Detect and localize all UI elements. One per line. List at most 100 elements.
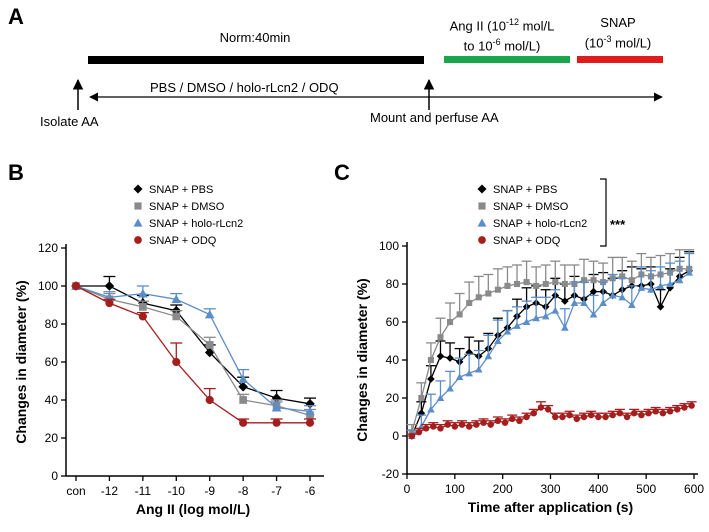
snap-label: SNAP (10-3 mol/L) xyxy=(584,15,652,51)
y-tick-label: -20 xyxy=(382,467,400,481)
y-tick-label: 100 xyxy=(38,279,58,293)
data-point xyxy=(566,411,573,419)
data-point xyxy=(427,356,434,364)
data-point xyxy=(652,408,659,415)
data-point xyxy=(513,322,521,329)
timeline-arrows xyxy=(72,78,663,110)
data-point xyxy=(587,411,595,419)
series-snap-holo-rlcn2 xyxy=(406,252,695,440)
data-point xyxy=(590,277,597,284)
data-point xyxy=(437,334,444,341)
data-point xyxy=(559,413,566,421)
legend-marker xyxy=(133,184,143,194)
legend-entry: SNAP + holo-rLcn2 xyxy=(493,218,587,230)
y-tick-label: 40 xyxy=(45,393,59,407)
data-point xyxy=(619,273,626,280)
legend-entry: SNAP + holo-rLcn2 xyxy=(149,218,243,230)
data-point xyxy=(542,280,549,288)
panel-c-letter: C xyxy=(334,160,350,185)
x-tick-label: -6 xyxy=(305,484,316,498)
y-tick-label: 100 xyxy=(379,239,399,253)
legend-marker xyxy=(134,236,142,244)
data-point xyxy=(485,290,492,297)
chart-c: -20 0 20 40 60 80 100 0 100 200 300 400 500 600 Time a… xyxy=(354,178,704,515)
data-point xyxy=(465,369,473,377)
y-axis-label: Changes in diameter (%) xyxy=(13,280,29,443)
x-tick-label: -12 xyxy=(101,484,119,498)
x-axis-label: Time after application (s) xyxy=(468,499,633,515)
data-point xyxy=(138,288,148,298)
legend-entry: SNAP + DMSO xyxy=(493,201,569,213)
data-point xyxy=(628,277,635,284)
data-point xyxy=(675,276,684,284)
x-axis-label: Ang II (log mol/L) xyxy=(136,501,250,517)
y-tick-label: 20 xyxy=(45,431,59,445)
isolate-label: Isolate AA xyxy=(40,114,99,129)
data-point xyxy=(513,280,521,288)
data-point xyxy=(205,341,214,349)
data-point xyxy=(523,413,530,421)
data-point xyxy=(674,406,681,413)
significance-label: *** xyxy=(610,217,626,232)
y-tick-label: 80 xyxy=(45,317,59,331)
data-point xyxy=(465,348,473,357)
data-point xyxy=(238,374,248,383)
x-tick-label: -9 xyxy=(204,484,215,498)
y-tick-label: 120 xyxy=(38,241,58,255)
data-point xyxy=(487,421,494,428)
data-point xyxy=(305,418,315,427)
angii-label: Ang II (10-12 mol/L to 10-6 mol/L) xyxy=(449,17,555,54)
data-point xyxy=(656,303,665,311)
data-point xyxy=(494,417,502,425)
angii-bar xyxy=(444,56,570,63)
data-point xyxy=(239,396,247,404)
data-point xyxy=(552,279,559,286)
data-point xyxy=(552,413,559,421)
data-point xyxy=(239,418,248,427)
data-point xyxy=(616,409,624,417)
series-snap-odq xyxy=(406,401,697,440)
data-point xyxy=(271,402,282,412)
data-point xyxy=(427,405,435,413)
data-point xyxy=(630,409,638,417)
series-line xyxy=(76,285,311,405)
data-point xyxy=(430,423,437,430)
y-tick-label: 20 xyxy=(386,391,400,405)
x-tick-label: 200 xyxy=(493,482,513,496)
panel-b-letter: B xyxy=(8,160,24,185)
legend-entry: SNAP + DMSO xyxy=(149,201,225,213)
data-point xyxy=(647,285,655,293)
data-point xyxy=(638,411,645,419)
data-point xyxy=(465,423,473,430)
data-point xyxy=(608,291,617,299)
data-point xyxy=(628,301,636,308)
data-point xyxy=(561,297,569,305)
y-tick-label: 60 xyxy=(45,355,59,369)
legend-marker xyxy=(478,202,486,210)
x-tick-label: -8 xyxy=(238,484,249,498)
data-point xyxy=(474,365,483,373)
data-point xyxy=(561,323,569,331)
data-point xyxy=(451,423,459,430)
series-line xyxy=(75,285,311,416)
data-point xyxy=(305,399,315,409)
legend-marker xyxy=(133,218,143,227)
data-point xyxy=(666,408,674,415)
data-point xyxy=(494,286,501,293)
data-point xyxy=(172,357,181,367)
data-point xyxy=(541,312,550,320)
data-point xyxy=(570,299,579,307)
legend-entry: SNAP + ODQ xyxy=(149,235,217,247)
data-point xyxy=(484,352,493,360)
data-point xyxy=(595,413,602,421)
significance-bracket xyxy=(600,178,607,247)
data-point xyxy=(561,280,568,288)
data-point xyxy=(503,327,512,335)
data-point xyxy=(138,312,147,321)
data-point xyxy=(475,294,482,301)
data-point xyxy=(466,299,473,307)
x-tick-label: 300 xyxy=(540,482,560,496)
y-tick-label: 60 xyxy=(386,315,400,329)
data-point xyxy=(618,293,627,301)
data-point xyxy=(422,425,430,432)
